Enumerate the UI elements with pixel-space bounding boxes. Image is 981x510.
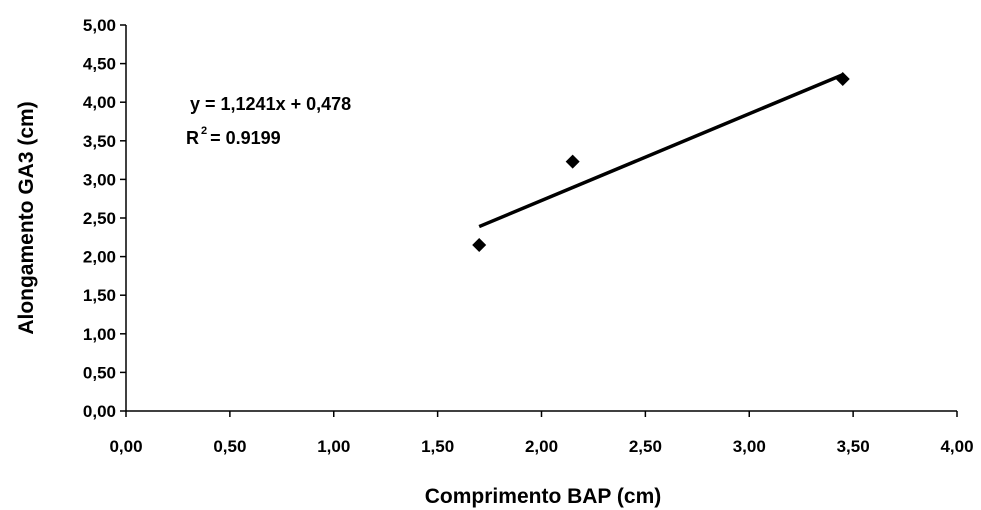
points-group xyxy=(472,72,850,253)
y-tick-label: 5,00 xyxy=(83,16,116,35)
y-tick-label: 2,00 xyxy=(83,248,116,267)
y-tick-label: 4,50 xyxy=(83,55,116,74)
x-axis-title: Comprimento BAP (cm) xyxy=(425,485,661,508)
y-tick-label: 3,00 xyxy=(83,170,116,189)
x-tick-label: 1,00 xyxy=(317,437,350,456)
y-ticks: 0,00 0,50 1,00 1,50 2,00 2,50 3,00 3,50 4,00 4,50… xyxy=(83,16,126,421)
data-point xyxy=(565,154,580,169)
x-tick-label: 1,50 xyxy=(421,437,454,456)
r2-superscript: 2 xyxy=(201,125,207,137)
y-axis-title: Alongamento GA3 (cm) xyxy=(15,101,38,334)
y-tick-label: 1,00 xyxy=(83,325,116,344)
r2-label: R 2 = 0.9199 xyxy=(186,125,281,148)
x-tick-label: 4,00 xyxy=(940,437,973,456)
y-tick-label: 1,50 xyxy=(83,286,116,305)
data-point xyxy=(472,238,487,253)
x-ticks: 0,00 0,50 1,00 1,50 2,00 2,50 3,00 3,50 4,00 xyxy=(109,411,974,456)
trend-equation: y = 1,1241x + 0,478 xyxy=(190,94,351,114)
x-tick-label: 2,00 xyxy=(525,437,558,456)
y-tick-label: 0,50 xyxy=(83,363,116,382)
x-tick-label: 3,00 xyxy=(733,437,766,456)
data-point xyxy=(835,72,850,87)
x-tick-label: 3,50 xyxy=(837,437,870,456)
x-tick-label: 2,50 xyxy=(629,437,662,456)
trendline-group xyxy=(478,73,844,229)
x-tick-label: 0,00 xyxy=(109,437,142,456)
x-tick-label: 0,50 xyxy=(213,437,246,456)
y-tick-label: 2,50 xyxy=(83,209,116,228)
y-tick-label: 3,50 xyxy=(83,132,116,151)
trendline xyxy=(478,73,844,229)
y-tick-label: 4,00 xyxy=(83,93,116,112)
y-tick-label: 0,00 xyxy=(83,402,116,421)
axes xyxy=(125,25,957,412)
r2-prefix: R xyxy=(186,128,199,148)
r2-value: = 0.9199 xyxy=(210,128,281,148)
